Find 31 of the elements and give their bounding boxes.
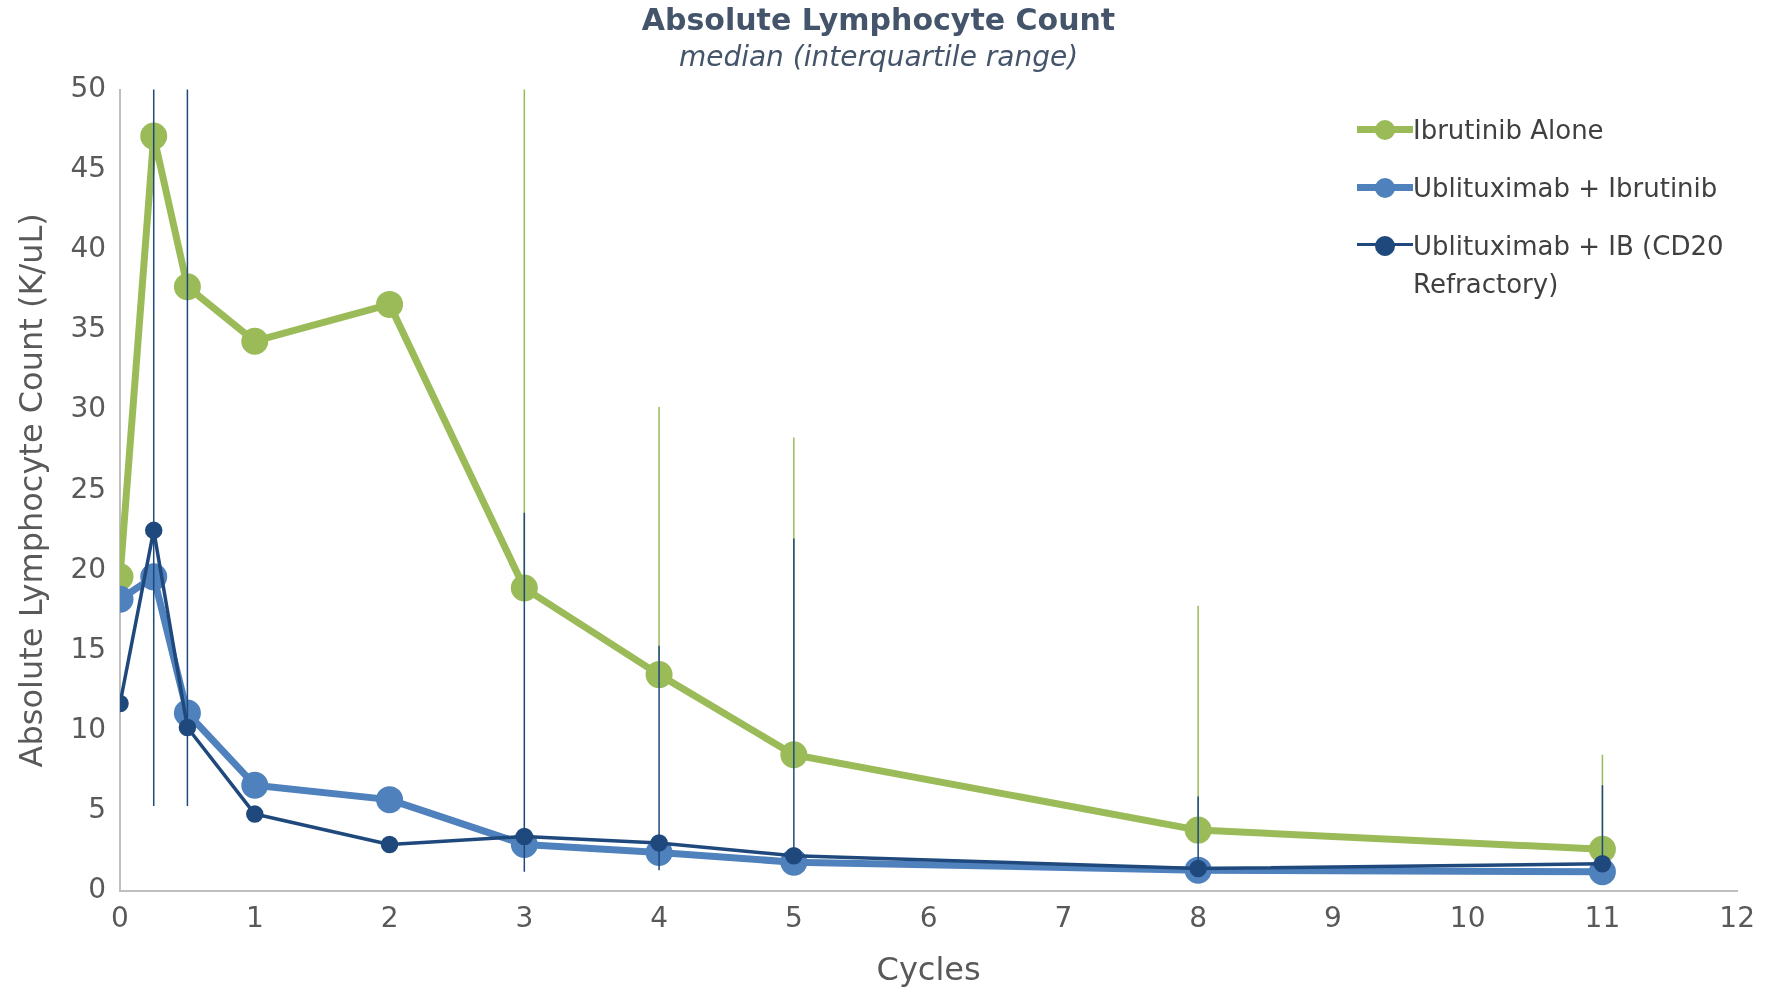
chart-title: Absolute Lymphocyte Count (641, 1, 1116, 37)
x-tick-label: 9 (1323, 901, 1342, 935)
x-tick-label: 7 (1054, 901, 1073, 935)
x-tick-label: 3 (515, 901, 534, 935)
y-tick-label: 45 (70, 151, 107, 185)
y-tick-label: 0 (88, 872, 107, 906)
y-tick-label: 25 (70, 471, 107, 505)
legend-label: Ublituximab + Ibrutinib (1413, 172, 1718, 205)
y-tick-label: 35 (70, 311, 107, 345)
y-axis-title: Absolute Lymphocyte Count (K/uL) (11, 213, 50, 768)
legend-label: Ublituximab + IB (CD20 Refractory) (1413, 230, 1725, 301)
x-tick-label: 8 (1189, 901, 1208, 935)
x-tick-label: 11 (1584, 901, 1621, 935)
y-tick-label: 50 (70, 70, 107, 104)
x-tick-label: 10 (1449, 901, 1486, 935)
x-tick-label: 0 (111, 901, 129, 935)
chart-subtitle: median (interquartile range) (678, 40, 1079, 74)
x-tick-label: 5 (784, 901, 803, 935)
y-tick-label: 20 (70, 551, 107, 585)
x-tick-label: 12 (1719, 901, 1756, 935)
x-axis-title: Cycles (876, 950, 981, 989)
legend-label: Ibrutinib Alone (1413, 114, 1604, 147)
x-tick-label: 2 (380, 901, 399, 935)
y-tick-label: 15 (70, 631, 107, 665)
y-tick-label: 10 (70, 712, 107, 745)
x-tick-label: 6 (919, 901, 938, 935)
x-tick-label: 1 (245, 901, 264, 935)
y-tick-label: 40 (70, 231, 107, 265)
x-tick-label: 4 (650, 901, 668, 935)
y-tick-label: 5 (88, 792, 107, 826)
y-tick-label: 30 (70, 391, 107, 425)
